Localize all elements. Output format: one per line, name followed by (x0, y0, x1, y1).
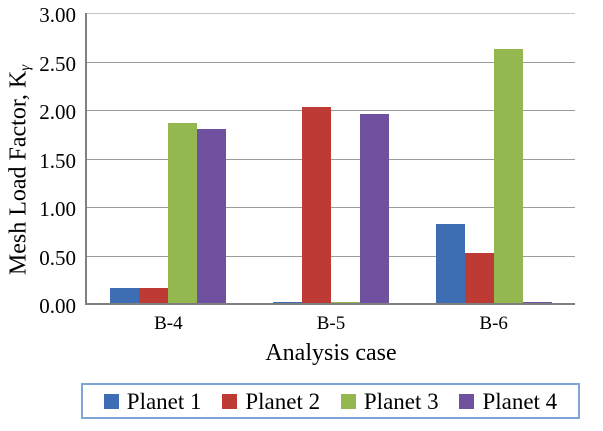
x-category-label-b-5: B-5 (316, 313, 346, 334)
y-tick-label-1.00: 1.00 (39, 197, 76, 221)
gridline-0.50 (87, 255, 575, 257)
legend-marker-icon (103, 393, 119, 409)
legend-marker-icon (222, 393, 238, 409)
y-tick-label-2.00: 2.00 (39, 100, 76, 124)
plot-area (87, 13, 575, 304)
bar-b-4-planet-2 (139, 288, 169, 304)
x-axis-title: Analysis case (265, 340, 397, 366)
bar-b-6-planet-3 (493, 48, 523, 304)
bar-b-4-planet-3 (168, 122, 198, 304)
legend-label: Planet 3 (363, 388, 439, 414)
legend-entry-planet-3: Planet 3 (340, 388, 439, 414)
gridline-2.50 (87, 61, 575, 63)
y-tick-label-2.50: 2.50 (39, 51, 76, 76)
bar-b-5-planet-4 (360, 113, 389, 304)
bar-b-5-planet-2 (302, 107, 331, 304)
legend: Planet 1 Planet 2 Planet 3 Planet 4 (81, 383, 580, 419)
legend-marker-icon (459, 393, 475, 409)
y-tick-label-0.00: 0.00 (39, 294, 76, 318)
gridline-2.00 (87, 110, 575, 111)
legend-entry-planet-1: Planet 1 (103, 388, 202, 414)
bar-b-6-planet-2 (464, 252, 494, 304)
x-axis-line (85, 303, 575, 305)
legend-entry-planet-4: Planet 4 (459, 390, 557, 413)
legend-label: Planet 1 (126, 388, 202, 414)
gridline-1.50 (87, 158, 575, 160)
y-tick-label-1.50: 1.50 (39, 148, 76, 173)
y-tick-label-3.00: 3.00 (39, 3, 76, 27)
y-axis-line (85, 13, 87, 305)
x-category-label-b-6: B-6 (479, 313, 508, 334)
bar-b-4-planet-1 (110, 288, 140, 304)
gridline-3.00 (87, 13, 575, 14)
legend-label: Planet 2 (245, 388, 321, 414)
legend-label: Planet 4 (482, 388, 558, 414)
gridline-1.00 (87, 207, 575, 208)
bar-b-4-planet-4 (197, 129, 227, 304)
y-tick-label-0.50: 0.50 (39, 245, 76, 270)
bar-b-6-planet-1 (435, 224, 465, 304)
legend-marker-icon (340, 393, 356, 409)
x-category-label-b-4: B-4 (154, 313, 183, 334)
legend-entry-planet-2: Planet 2 (222, 390, 320, 413)
